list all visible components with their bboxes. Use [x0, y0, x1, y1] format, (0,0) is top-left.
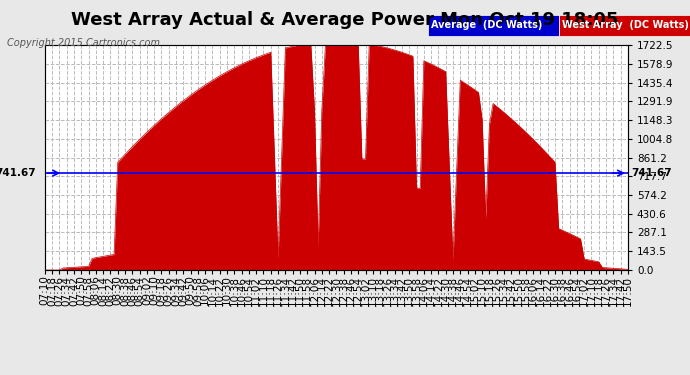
Text: 741.67: 741.67: [0, 168, 36, 178]
Text: Copyright 2015 Cartronics.com: Copyright 2015 Cartronics.com: [7, 38, 160, 48]
Text: West Array  (DC Watts): West Array (DC Watts): [562, 21, 689, 30]
Text: West Array Actual & Average Power Mon Oct 19 18:05: West Array Actual & Average Power Mon Oc…: [71, 11, 619, 29]
Text: 741.67: 741.67: [631, 168, 671, 178]
Text: Average  (DC Watts): Average (DC Watts): [431, 21, 542, 30]
